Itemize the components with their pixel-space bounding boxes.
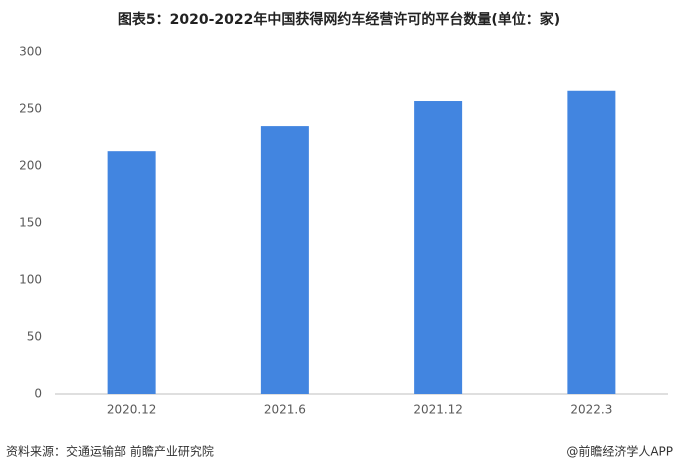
x-tick-label: 2021.6 (264, 403, 306, 417)
bar (260, 126, 309, 394)
chart-title: 图表5：2020-2022年中国获得网约车经营许可的平台数量(单位：家) (118, 11, 560, 28)
y-tick-label: 200 (19, 159, 42, 173)
y-tick-label: 50 (27, 330, 42, 344)
y-tick-label: 100 (19, 273, 42, 287)
y-tick-label: 250 (19, 102, 42, 116)
y-tick-label: 150 (19, 216, 42, 230)
x-tick-label: 2021.12 (413, 403, 463, 417)
source: 资料来源：交通运输部 前瞻产业研究院 (6, 444, 214, 459)
bar (567, 90, 616, 394)
credit: @前瞻经济学人APP (566, 444, 673, 459)
bar (107, 151, 156, 394)
bar (414, 101, 463, 395)
x-tick-label: 2022.3 (570, 403, 612, 417)
y-tick-label: 300 (19, 45, 42, 59)
x-tick-label: 2020.12 (107, 403, 157, 417)
y-tick-label: 0 (34, 387, 42, 401)
